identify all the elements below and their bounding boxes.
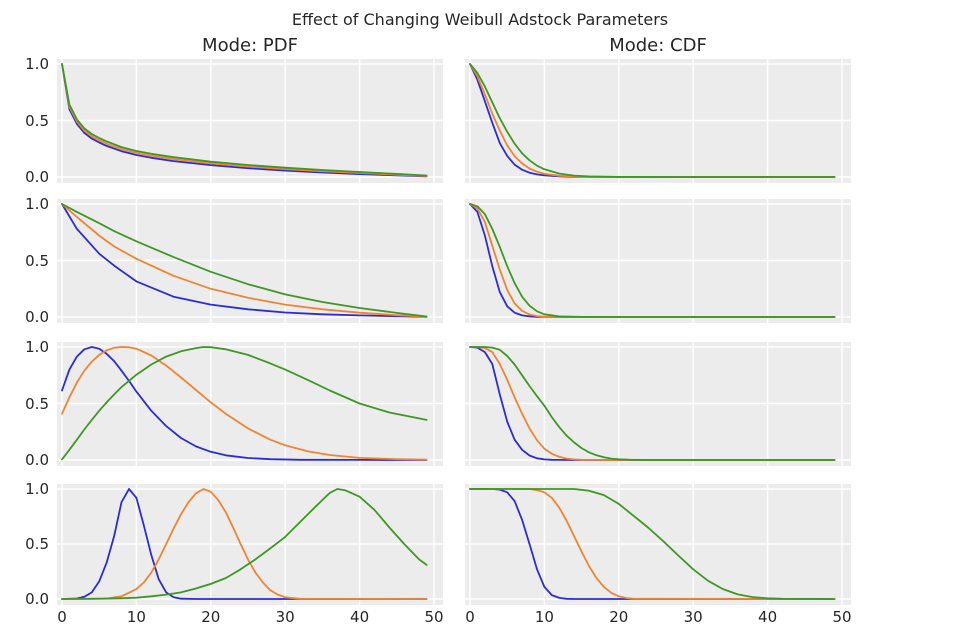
plot-canvas xyxy=(57,199,443,323)
x-tick-label: 50 xyxy=(832,608,852,626)
curve-green xyxy=(61,488,428,600)
subplot-row2-cdf xyxy=(465,199,851,323)
y-tick-label: 0.5 xyxy=(25,251,49,270)
y-tick-label: 1.0 xyxy=(25,338,49,356)
curve-green xyxy=(61,346,428,461)
curve-green xyxy=(61,63,428,177)
x-tick-label: 30 xyxy=(683,608,703,626)
y-tick-label: 0.0 xyxy=(25,590,49,608)
curve-orange xyxy=(469,346,836,461)
curve-orange xyxy=(61,63,428,177)
plot-canvas xyxy=(57,342,443,466)
x-tick-label: 40 xyxy=(758,608,778,626)
y-tick-label: 0.0 xyxy=(25,451,49,469)
curve-blue xyxy=(61,488,428,600)
plot-canvas xyxy=(465,342,851,466)
curve-blue xyxy=(61,203,428,318)
plot-canvas xyxy=(57,484,443,605)
curve-green xyxy=(61,203,428,318)
y-tick-label: 0.5 xyxy=(25,394,49,413)
column-title-cdf: Mode: CDF xyxy=(609,35,707,56)
x-tick-label: 10 xyxy=(126,608,146,626)
curve-orange xyxy=(61,203,428,318)
plot-canvas xyxy=(57,59,443,183)
subplot-row1-cdf xyxy=(465,59,851,183)
curve-orange xyxy=(469,488,836,600)
x-tick-label: 20 xyxy=(609,608,629,626)
curve-blue xyxy=(61,63,428,178)
y-tick-label: 1.0 xyxy=(25,480,49,498)
y-tick-label: 1.0 xyxy=(25,195,49,213)
subplot-row4-cdf xyxy=(465,484,851,605)
figure-title: Effect of Changing Weibull Adstock Param… xyxy=(291,10,669,29)
x-tick-label: 10 xyxy=(534,608,554,626)
curve-blue xyxy=(469,346,836,461)
plot-canvas xyxy=(465,199,851,323)
y-tick-label: 0.0 xyxy=(25,308,49,326)
curve-blue xyxy=(61,346,428,461)
x-tick-label: 40 xyxy=(350,608,370,626)
subplot-row3-cdf xyxy=(465,342,851,466)
subplot-row3-pdf xyxy=(57,342,443,466)
subplot-row4-pdf xyxy=(57,484,443,605)
y-tick-label: 0.5 xyxy=(25,535,49,553)
curve-orange xyxy=(61,488,428,600)
x-tick-label: 20 xyxy=(201,608,221,626)
plot-canvas xyxy=(465,484,851,605)
curve-green xyxy=(469,488,836,600)
curve-blue xyxy=(469,488,836,600)
subplot-row1-pdf xyxy=(57,59,443,183)
curve-green xyxy=(469,63,836,178)
x-tick-label: 30 xyxy=(275,608,295,626)
y-tick-label: 0.0 xyxy=(25,168,49,186)
x-tick-label: 0 xyxy=(465,608,475,626)
column-title-pdf: Mode: PDF xyxy=(202,35,298,56)
curve-green xyxy=(469,346,836,461)
x-tick-label: 50 xyxy=(424,608,444,626)
curve-green xyxy=(469,203,836,318)
y-tick-label: 1.0 xyxy=(25,55,49,73)
plot-canvas xyxy=(465,59,851,183)
subplot-row2-pdf xyxy=(57,199,443,323)
x-tick-label: 0 xyxy=(57,608,67,626)
curve-orange xyxy=(61,346,428,461)
y-tick-label: 0.5 xyxy=(25,111,49,130)
